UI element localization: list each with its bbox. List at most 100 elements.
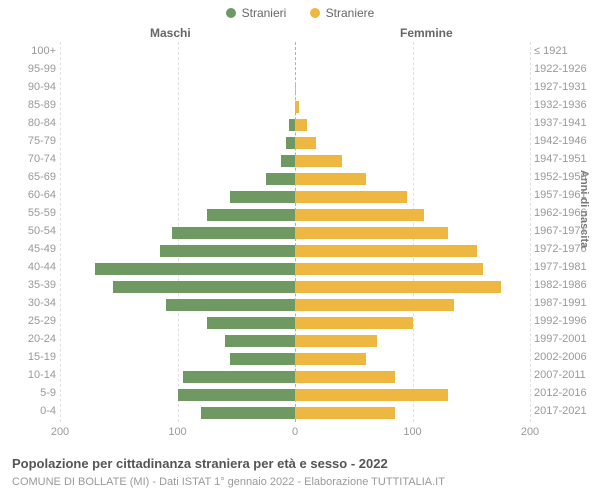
footer-subtitle: COMUNE DI BOLLATE (MI) - Dati ISTAT 1° g… <box>12 476 445 488</box>
bar-row <box>60 386 530 404</box>
bar-rows <box>60 44 530 422</box>
y-right-label: 1942-1946 <box>534 132 598 150</box>
bar-row <box>60 368 530 386</box>
y-right-label: 1997-2001 <box>534 330 598 348</box>
bar-row <box>60 152 530 170</box>
y-left-label: 0-4 <box>0 402 56 420</box>
bar-male <box>201 407 295 420</box>
legend-item-female: Straniere <box>310 6 375 20</box>
y-right-labels: ≤ 19211922-19261927-19311932-19361937-19… <box>534 42 598 420</box>
bar-female <box>295 263 483 276</box>
y-right-label: 1977-1981 <box>534 258 598 276</box>
y-left-label: 40-44 <box>0 258 56 276</box>
bar-male <box>166 299 295 312</box>
col-header-female: Femmine <box>400 26 453 40</box>
y-right-label: 2017-2021 <box>534 402 598 420</box>
y-left-label: 50-54 <box>0 222 56 240</box>
bar-row <box>60 242 530 260</box>
bar-male <box>113 281 295 294</box>
bar-female <box>295 245 477 258</box>
legend: Stranieri Straniere <box>0 6 600 21</box>
bar-row <box>60 206 530 224</box>
x-tick-label: 100 <box>168 426 186 438</box>
plot-area: 2001000100200 <box>60 42 530 422</box>
legend-swatch-female <box>310 8 320 18</box>
y-right-label: 1957-1961 <box>534 186 598 204</box>
y-left-label: 25-29 <box>0 312 56 330</box>
bar-female <box>295 227 448 240</box>
population-pyramid-chart: Stranieri Straniere Maschi Femmine Fasce… <box>0 0 600 500</box>
bar-row <box>60 134 530 152</box>
y-left-label: 95-99 <box>0 60 56 78</box>
col-header-male: Maschi <box>150 26 191 40</box>
y-right-label: 1962-1966 <box>534 204 598 222</box>
y-right-label: 1987-1991 <box>534 294 598 312</box>
y-right-label: 2007-2011 <box>534 366 598 384</box>
bar-male <box>178 389 296 402</box>
y-left-label: 90-94 <box>0 78 56 96</box>
y-left-label: 35-39 <box>0 276 56 294</box>
y-left-labels: 100+95-9990-9485-8980-8475-7970-7465-696… <box>0 42 56 420</box>
y-right-label: 2012-2016 <box>534 384 598 402</box>
grid-line <box>530 42 531 422</box>
bar-male <box>95 263 295 276</box>
bar-female <box>295 173 366 186</box>
bar-row <box>60 62 530 80</box>
bar-row <box>60 188 530 206</box>
legend-label-male: Stranieri <box>242 6 287 20</box>
bar-row <box>60 332 530 350</box>
y-left-label: 100+ <box>0 42 56 60</box>
bar-row <box>60 314 530 332</box>
y-right-label: 1982-1986 <box>534 276 598 294</box>
y-right-label: 1927-1931 <box>534 78 598 96</box>
legend-item-male: Stranieri <box>226 6 287 20</box>
y-left-label: 5-9 <box>0 384 56 402</box>
y-right-label: 1932-1936 <box>534 96 598 114</box>
x-tick-label: 100 <box>403 426 421 438</box>
bar-row <box>60 224 530 242</box>
footer-title: Popolazione per cittadinanza straniera p… <box>12 456 388 471</box>
y-left-label: 60-64 <box>0 186 56 204</box>
y-left-label: 85-89 <box>0 96 56 114</box>
y-left-label: 75-79 <box>0 132 56 150</box>
y-left-label: 45-49 <box>0 240 56 258</box>
bar-male <box>230 353 295 366</box>
bar-row <box>60 80 530 98</box>
y-left-label: 55-59 <box>0 204 56 222</box>
bar-row <box>60 296 530 314</box>
bar-row <box>60 404 530 422</box>
bar-female <box>295 407 395 420</box>
bar-male <box>281 155 295 168</box>
y-right-label: 1937-1941 <box>534 114 598 132</box>
y-left-label: 70-74 <box>0 150 56 168</box>
y-left-label: 65-69 <box>0 168 56 186</box>
y-right-label: 1967-1971 <box>534 222 598 240</box>
bar-female <box>295 389 448 402</box>
bar-female <box>295 281 501 294</box>
bar-row <box>60 278 530 296</box>
x-tick-label: 200 <box>521 426 539 438</box>
y-right-label: 1922-1926 <box>534 60 598 78</box>
y-left-label: 30-34 <box>0 294 56 312</box>
bar-male <box>230 191 295 204</box>
bar-male <box>207 209 295 222</box>
bar-male <box>183 371 295 384</box>
bar-female <box>295 299 454 312</box>
bar-row <box>60 170 530 188</box>
bar-male <box>266 173 295 186</box>
bar-male <box>207 317 295 330</box>
y-right-label: 1972-1976 <box>534 240 598 258</box>
bar-female <box>295 371 395 384</box>
x-tick-label: 0 <box>292 426 298 438</box>
bar-male <box>225 335 296 348</box>
bar-female <box>295 353 366 366</box>
bar-male <box>172 227 295 240</box>
bar-female <box>295 101 299 114</box>
x-tick-label: 200 <box>51 426 69 438</box>
y-left-label: 20-24 <box>0 330 56 348</box>
bar-male <box>160 245 295 258</box>
y-left-label: 10-14 <box>0 366 56 384</box>
bar-female <box>295 119 307 132</box>
bar-female <box>295 137 316 150</box>
bar-row <box>60 98 530 116</box>
